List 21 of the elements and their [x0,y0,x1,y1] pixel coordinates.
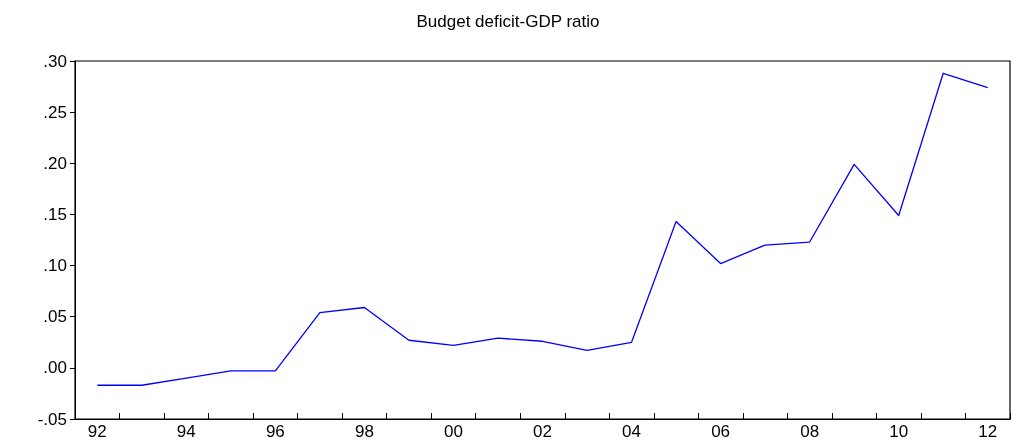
y-tick-label: .30 [43,51,67,71]
x-tick-label: 04 [622,422,642,441]
chart-title: Budget deficit-GDP ratio [416,12,600,31]
x-tick-label: 08 [800,422,820,441]
y-tick-label: .00 [43,358,67,378]
y-tick-label: .10 [43,256,67,276]
x-tick-label: 00 [443,422,463,441]
x-tick-label: 96 [265,422,285,441]
x-tick-label: 10 [889,422,909,441]
x-tick-label: 02 [533,422,552,441]
x-tick-label: 12 [978,422,998,441]
y-tick-label: .15 [43,204,67,224]
line-series [96,72,989,386]
x-tick-label: 06 [711,422,731,441]
y-tick-label: .05 [43,307,67,327]
y-tick-label: .20 [43,153,67,173]
y-tick-label: .25 [43,102,67,122]
x-tick-label: 92 [87,422,107,441]
x-tick-label: 94 [176,422,196,441]
y-tick-label: -.05 [37,409,67,429]
x-tick-label: 98 [354,422,374,441]
